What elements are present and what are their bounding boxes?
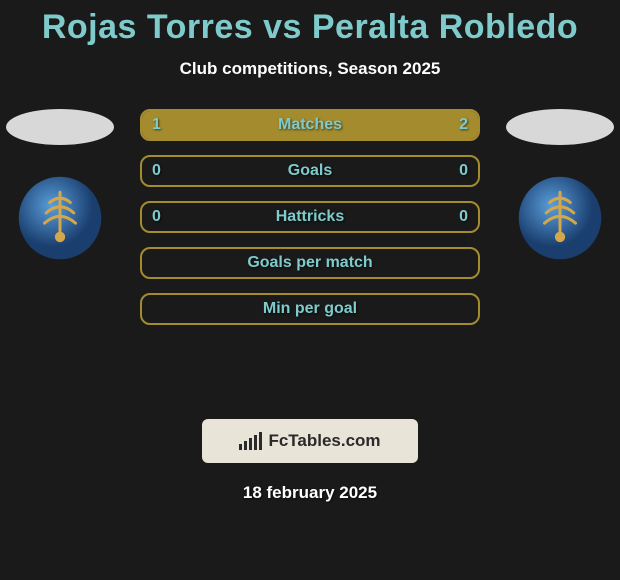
left-team-badge [12, 175, 108, 261]
stat-label: Goals per match [247, 254, 372, 272]
stat-row: 1 Matches 2 [140, 109, 480, 141]
right-player-ellipse [506, 109, 614, 145]
stats-list: 1 Matches 2 0 Goals 0 0 Hattricks 0 Goals per mat… [140, 109, 480, 325]
left-player-ellipse [6, 109, 114, 145]
stat-row: Goals per match [140, 247, 480, 279]
brand-bar [259, 432, 262, 450]
stat-value-left: 1 [152, 116, 161, 134]
brand-bar [239, 444, 242, 450]
stat-label: Min per goal [263, 300, 357, 318]
brand-box: FcTables.com [202, 419, 418, 463]
stat-value-right: 0 [459, 162, 468, 180]
brand-text: FcTables.com [268, 431, 380, 451]
brand-bar [244, 441, 247, 450]
comparison-area: 1 Matches 2 0 Goals 0 0 Hattricks 0 Goals per mat… [0, 109, 620, 409]
right-team-badge [512, 175, 608, 261]
stat-value-left: 0 [152, 162, 161, 180]
stat-row: 0 Goals 0 [140, 155, 480, 187]
date-text: 18 february 2025 [0, 483, 620, 503]
brand-bars-icon [239, 432, 262, 450]
stat-label: Matches [278, 116, 342, 134]
page-title: Rojas Torres vs Peralta Robledo [0, 8, 620, 47]
brand-bar [249, 438, 252, 450]
stat-row: Min per goal [140, 293, 480, 325]
right-player-column [500, 109, 620, 261]
stat-value-left: 0 [152, 208, 161, 226]
stat-label: Hattricks [276, 208, 344, 226]
stat-row: 0 Hattricks 0 [140, 201, 480, 233]
stat-value-right: 2 [459, 116, 468, 134]
stat-value-right: 0 [459, 208, 468, 226]
brand-bar [254, 435, 257, 450]
left-player-column [0, 109, 120, 261]
subtitle: Club competitions, Season 2025 [0, 59, 620, 79]
stat-label: Goals [288, 162, 332, 180]
